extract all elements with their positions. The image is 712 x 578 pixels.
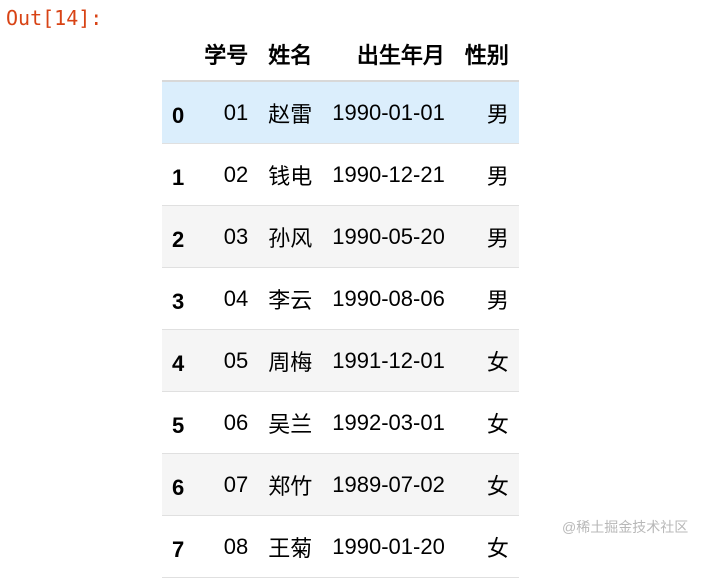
cell-id: 02 xyxy=(194,143,259,206)
cell-name: 王菊 xyxy=(258,515,323,578)
row-index: 4 xyxy=(162,329,195,392)
table-row: 1 02 钱电 1990-12-21 男 xyxy=(162,143,519,206)
cell-birth: 1992-03-01 xyxy=(322,391,455,454)
cell-id: 04 xyxy=(194,267,259,330)
cell-gender: 男 xyxy=(454,81,519,144)
table-row: 4 05 周梅 1991-12-01 女 xyxy=(162,329,519,392)
cell-name: 赵雷 xyxy=(258,81,323,144)
cell-id: 03 xyxy=(194,205,259,268)
cell-birth: 1990-12-21 xyxy=(322,143,455,206)
cell-birth: 1989-07-02 xyxy=(322,453,455,516)
row-index: 7 xyxy=(162,515,195,578)
dataframe-table: 学号 姓名 出生年月 性别 0 01 赵雷 1990-01-01 男 1 02 钱电 1990-… xyxy=(162,28,519,578)
row-index: 6 xyxy=(162,453,195,516)
table-row: 0 01 赵雷 1990-01-01 男 xyxy=(162,81,519,144)
table-row: 7 08 王菊 1990-01-20 女 xyxy=(162,515,519,578)
column-header: 性别 xyxy=(454,28,519,82)
table-row: 5 06 吴兰 1992-03-01 女 xyxy=(162,391,519,454)
cell-birth: 1990-01-01 xyxy=(322,81,455,144)
cell-name: 钱电 xyxy=(258,143,323,206)
cell-birth: 1990-01-20 xyxy=(322,515,455,578)
cell-name: 李云 xyxy=(258,267,323,330)
cell-birth: 1990-05-20 xyxy=(322,205,455,268)
column-header: 学号 xyxy=(194,28,259,82)
header-row: 学号 姓名 出生年月 性别 xyxy=(162,28,519,82)
cell-gender: 女 xyxy=(454,329,519,392)
output-prompt: Out[14]: xyxy=(6,6,103,30)
cell-id: 05 xyxy=(194,329,259,392)
table-row: 3 04 李云 1990-08-06 男 xyxy=(162,267,519,330)
table-row: 6 07 郑竹 1989-07-02 女 xyxy=(162,453,519,516)
cell-name: 吴兰 xyxy=(258,391,323,454)
table-row: 2 03 孙风 1990-05-20 男 xyxy=(162,205,519,268)
cell-gender: 男 xyxy=(454,205,519,268)
row-index: 0 xyxy=(162,81,195,144)
row-index: 1 xyxy=(162,143,195,206)
cell-id: 01 xyxy=(194,81,259,144)
cell-id: 06 xyxy=(194,391,259,454)
cell-gender: 男 xyxy=(454,267,519,330)
cell-gender: 女 xyxy=(454,453,519,516)
cell-gender: 男 xyxy=(454,143,519,206)
column-header: 姓名 xyxy=(258,28,323,82)
cell-id: 07 xyxy=(194,453,259,516)
cell-name: 周梅 xyxy=(258,329,323,392)
cell-id: 08 xyxy=(194,515,259,578)
cell-birth: 1991-12-01 xyxy=(322,329,455,392)
cell-name: 郑竹 xyxy=(258,453,323,516)
watermark: @稀土掘金技术社区 xyxy=(562,519,689,535)
row-index: 2 xyxy=(162,205,195,268)
cell-name: 孙风 xyxy=(258,205,323,268)
index-header xyxy=(162,28,195,82)
column-header: 出生年月 xyxy=(322,28,455,82)
row-index: 5 xyxy=(162,391,195,454)
cell-gender: 女 xyxy=(454,515,519,578)
cell-birth: 1990-08-06 xyxy=(322,267,455,330)
row-index: 3 xyxy=(162,267,195,330)
cell-gender: 女 xyxy=(454,391,519,454)
